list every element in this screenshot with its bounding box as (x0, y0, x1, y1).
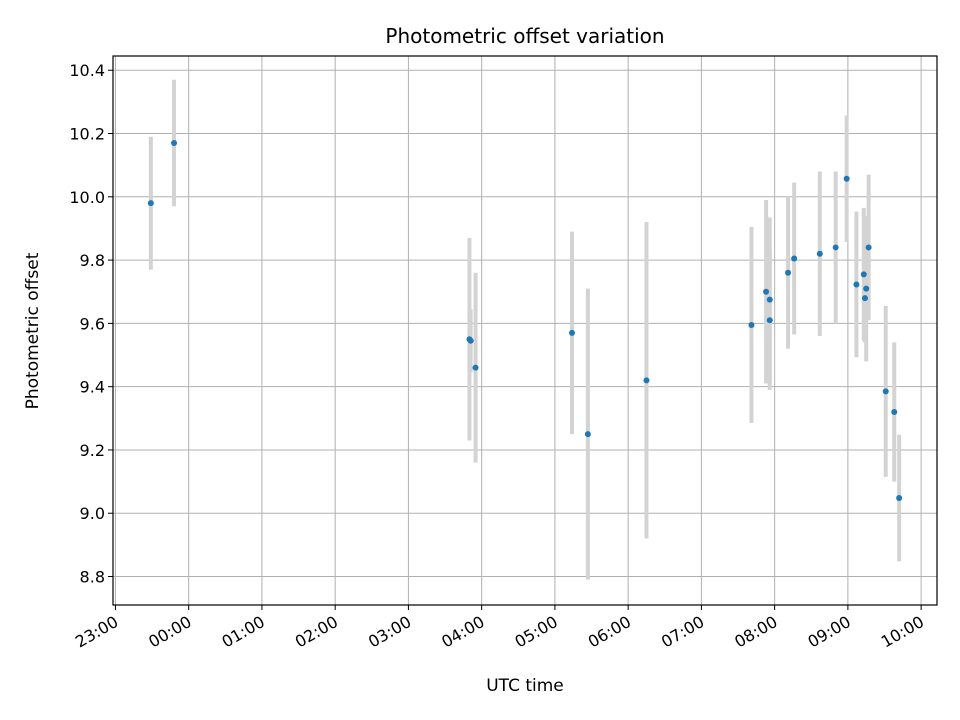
data-point (832, 244, 839, 251)
y-tick-label: 10.2 (69, 125, 105, 144)
data-point (785, 269, 792, 276)
data-point (896, 495, 903, 502)
y-tick-label: 8.8 (80, 568, 105, 587)
y-tick-label: 9.2 (80, 441, 105, 460)
data-point (643, 377, 650, 384)
data-point (861, 295, 868, 302)
data-point (467, 337, 474, 344)
data-point (791, 255, 798, 262)
y-axis: 8.8 9.0 9.2 9.4 9.6 9.8 10.0 10.2 10.4 (69, 61, 113, 587)
data-point (853, 281, 860, 288)
data-point (147, 200, 154, 207)
data-point (865, 244, 872, 251)
data-points (147, 140, 903, 502)
data-point (891, 408, 898, 415)
chart-title: Photometric offset variation (385, 24, 664, 48)
y-axis-label: Photometric offset (23, 252, 43, 409)
data-point (882, 388, 889, 395)
plot-frame (112, 55, 938, 606)
data-point (766, 317, 773, 324)
data-point (748, 321, 755, 328)
data-point (171, 140, 178, 147)
data-point (568, 329, 575, 336)
y-tick-label: 10.4 (69, 61, 105, 80)
data-point (816, 250, 823, 257)
data-point (584, 431, 591, 438)
data-point (860, 271, 867, 278)
data-point (766, 296, 773, 303)
x-axis-label: UTC time (486, 676, 564, 696)
data-point (472, 364, 479, 371)
data-point (763, 288, 770, 295)
y-tick-label: 9.6 (80, 314, 105, 333)
data-point (863, 285, 870, 292)
y-tick-label: 10.0 (69, 188, 105, 207)
y-tick-label: 9.4 (80, 378, 105, 397)
data-point (843, 175, 850, 182)
y-tick-label: 9.0 (80, 504, 105, 523)
y-tick-label: 9.8 (80, 251, 105, 270)
